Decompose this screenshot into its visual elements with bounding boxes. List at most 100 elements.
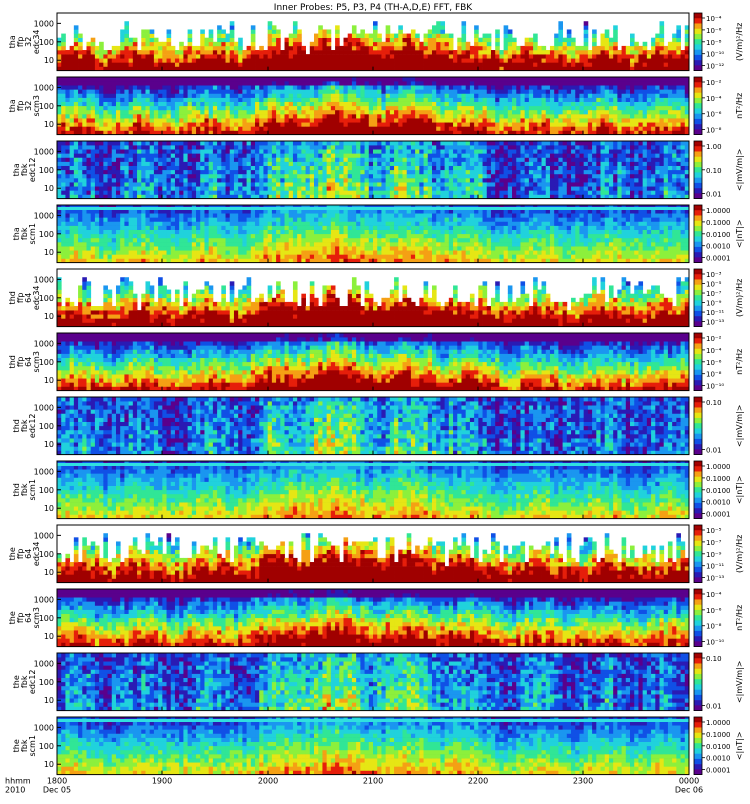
spectrogram-cell <box>643 98 648 102</box>
spectrogram-cell <box>344 170 349 174</box>
spectrogram-cell <box>179 126 184 130</box>
spectrogram-cell <box>196 110 201 114</box>
spectrogram-cell <box>563 126 568 130</box>
spectrogram-cell <box>268 149 273 153</box>
spectrogram-cell <box>327 114 332 118</box>
spectrogram-cell <box>373 182 378 186</box>
spectrogram-cell <box>432 145 437 149</box>
spectrogram-cell <box>78 145 83 149</box>
spectrogram-cell <box>183 54 188 58</box>
spectrogram-cell <box>407 106 412 110</box>
spectrogram-cell <box>630 114 635 118</box>
spectrogram-cell <box>124 174 129 178</box>
spectrogram-cell <box>99 106 104 110</box>
spectrogram-cell <box>133 85 138 89</box>
spectrogram-cell <box>129 42 134 46</box>
spectrogram-cell <box>175 186 180 190</box>
spectrogram-cell <box>563 122 568 126</box>
spectrogram-cell <box>116 114 121 118</box>
spectrogram-cell <box>124 122 129 126</box>
spectrogram-cell <box>516 126 521 130</box>
spectrogram-cell <box>259 102 264 106</box>
spectrogram-cell <box>301 186 306 190</box>
spectrogram-cell <box>154 77 159 81</box>
spectrogram-cell <box>331 114 336 118</box>
spectrogram-cell <box>537 46 542 50</box>
spectrogram-cell <box>508 118 513 122</box>
spectrogram-cell <box>242 186 247 190</box>
spectrogram-cell <box>474 62 479 66</box>
spectrogram-cell <box>584 58 589 62</box>
spectrogram-cell <box>415 58 420 62</box>
spectrogram-cell <box>108 77 113 81</box>
spectrogram-cell <box>272 145 277 149</box>
spectrogram-cell <box>676 62 681 66</box>
spectrogram-cell <box>116 153 121 157</box>
spectrogram-cell <box>238 145 243 149</box>
spectrogram-cell <box>137 81 142 85</box>
spectrogram-cell <box>550 54 555 58</box>
spectrogram-cell <box>516 186 521 190</box>
spectrogram-cell <box>145 110 150 114</box>
spectrogram-cell <box>192 118 197 122</box>
spectrogram-cell <box>293 162 298 166</box>
spectrogram-cell <box>537 98 542 102</box>
spectrogram-cell <box>360 50 365 54</box>
spectrogram-cell <box>103 157 108 161</box>
spectrogram-cell <box>668 58 673 62</box>
spectrogram-cell <box>192 186 197 190</box>
spectrogram-cell <box>609 122 614 126</box>
spectrogram-cell <box>407 122 412 126</box>
spectrogram-cell <box>204 190 209 194</box>
spectrogram-cell <box>546 62 551 66</box>
spectrogram-cell <box>466 46 471 50</box>
spectrogram-cell <box>108 186 113 190</box>
spectrogram-cell <box>348 62 353 66</box>
spectrogram-cell <box>103 170 108 174</box>
spectrogram-cell <box>394 110 399 114</box>
spectrogram-cell <box>335 29 340 33</box>
spectrogram-cell <box>268 21 273 25</box>
spectrogram-cell <box>74 162 79 166</box>
spectrogram-cell <box>255 106 260 110</box>
spectrogram-cell <box>407 42 412 46</box>
spectrogram-cell <box>234 122 239 126</box>
spectrogram-cell <box>213 141 218 145</box>
spectrogram-cell <box>491 93 496 97</box>
spectrogram-cell <box>626 50 631 54</box>
spectrogram-cell <box>103 114 108 118</box>
spectrogram-cell <box>365 170 370 174</box>
spectrogram-cell <box>226 157 231 161</box>
spectrogram-cell <box>344 182 349 186</box>
spectrogram-cell <box>461 42 466 46</box>
spectrogram-cell <box>390 42 395 46</box>
spectrogram-cell <box>209 102 214 106</box>
spectrogram-cell <box>381 174 386 178</box>
spectrogram-cell <box>655 77 660 81</box>
spectrogram-cell <box>483 62 488 66</box>
spectrogram-cell <box>137 174 142 178</box>
spectrogram-cell <box>373 118 378 122</box>
spectrogram-cell <box>268 145 273 149</box>
spectrogram-cell <box>217 81 222 85</box>
spectrogram-cell <box>74 89 79 93</box>
spectrogram-cell <box>461 58 466 62</box>
spectrogram-cell <box>596 122 601 126</box>
spectrogram-cell <box>542 106 547 110</box>
spectrogram-cell <box>567 77 572 81</box>
spectrogram-cell <box>297 106 302 110</box>
spectrogram-cell <box>217 145 222 149</box>
spectrogram-cell <box>630 89 635 93</box>
spectrogram-cell <box>457 77 462 81</box>
spectrogram-cell <box>74 141 79 145</box>
spectrogram-cell <box>179 98 184 102</box>
spectrogram-cell <box>630 46 635 50</box>
spectrogram-cell <box>251 178 256 182</box>
spectrogram-cell <box>263 190 268 194</box>
spectrogram-cell <box>99 54 104 58</box>
spectrogram-cell <box>508 89 513 93</box>
spectrogram-cell <box>373 102 378 106</box>
spectrogram-cell <box>272 182 277 186</box>
spectrogram-cell <box>150 98 155 102</box>
spectrogram-cell <box>133 122 138 126</box>
